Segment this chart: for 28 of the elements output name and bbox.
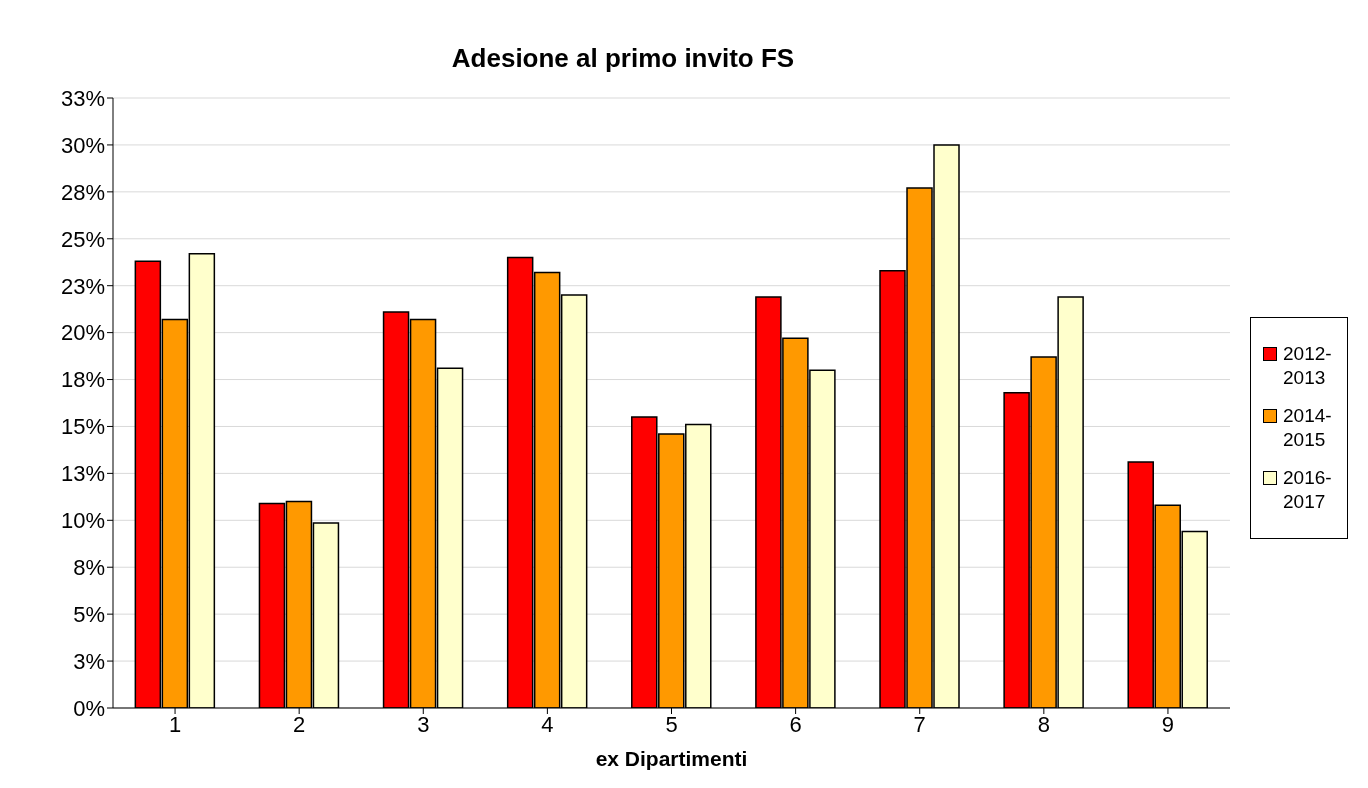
legend-label: 2016-2017 (1283, 466, 1333, 514)
y-tick-label: 10% (60, 508, 105, 534)
x-axis-title: ex Dipartimenti (595, 747, 748, 770)
y-tick-label: 23% (60, 273, 105, 299)
chart-title: Adesione al primo invito FS (450, 42, 796, 75)
x-tick-label: 6 (789, 711, 802, 737)
y-tick-label: 25% (60, 226, 105, 252)
y-tick-label: 30% (60, 132, 105, 158)
x-tick-label: 3 (417, 711, 430, 737)
y-tick-label: 18% (60, 367, 105, 393)
y-tick-label: 33% (60, 85, 105, 111)
x-tick-label: 4 (541, 711, 554, 737)
legend-label: 2012-2013 (1283, 342, 1333, 390)
y-tick-label: 15% (60, 414, 105, 440)
y-tick-label: 28% (60, 179, 105, 205)
x-tick-label: 1 (168, 711, 182, 737)
x-tick-label: 8 (1037, 711, 1050, 737)
y-tick-label: 20% (60, 320, 105, 346)
legend-label: 2014-2015 (1283, 404, 1333, 452)
x-tick-label: 7 (913, 711, 926, 737)
y-tick-label: 5% (73, 601, 105, 627)
x-tick-label: 9 (1161, 711, 1175, 737)
y-tick-label: 3% (73, 648, 105, 674)
y-tick-label: 13% (60, 461, 105, 487)
x-tick-label: 2 (293, 711, 306, 737)
x-tick-label: 5 (665, 711, 678, 737)
y-tick-label: 0% (73, 695, 105, 721)
y-tick-label: 8% (73, 555, 105, 581)
